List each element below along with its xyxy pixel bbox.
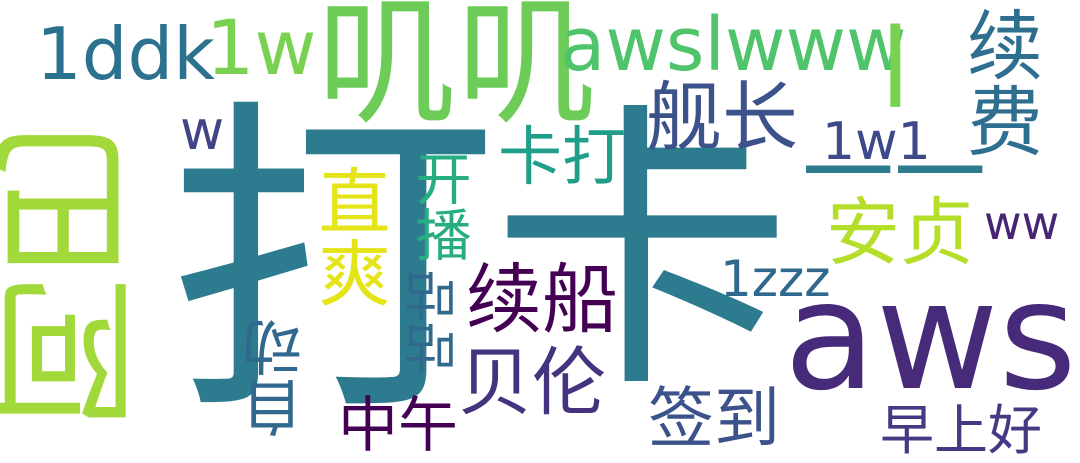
word-zhishuang: 直爽 (306, 164, 390, 308)
word-jianzhang: 舰长 (646, 73, 798, 162)
word-1w: 1w (206, 3, 317, 92)
word-zhongwu: 中午 (338, 391, 458, 461)
word-ka: 卡 (492, 79, 792, 428)
word-da: 打 (168, 73, 498, 457)
word-1ddk: 1ddk (36, 12, 215, 96)
word-1w1: 1w1 (822, 112, 931, 172)
word-kaibo: 开播 (406, 150, 471, 262)
word-dash: 一一 (802, 120, 987, 227)
word-awsl: awsl (784, 250, 1080, 424)
word-katda: 卡打 (498, 121, 626, 195)
word-ww: ww (984, 196, 1060, 250)
word-zaoshanghao: 早上好 (880, 399, 1042, 462)
word-anzhen: 安贞 (826, 190, 974, 276)
word-gugu: 咕咕 (406, 270, 466, 374)
word-1zzz: 1zzz (720, 250, 831, 308)
word-qiandao: 签到 (648, 380, 780, 457)
word-zidong: 自动 (243, 318, 313, 438)
word-jiji: 叽叽 (316, 0, 597, 145)
word-beilun: 贝伦 (458, 340, 606, 426)
word-w: w (180, 99, 225, 162)
word-awslwww: awslwww (560, 2, 907, 88)
word-l: l (880, 5, 911, 133)
word-xufei: 续费 (954, 6, 1043, 158)
word-xuchuan: 续船 (466, 255, 618, 344)
word-abo: 阿巴 (0, 126, 164, 430)
